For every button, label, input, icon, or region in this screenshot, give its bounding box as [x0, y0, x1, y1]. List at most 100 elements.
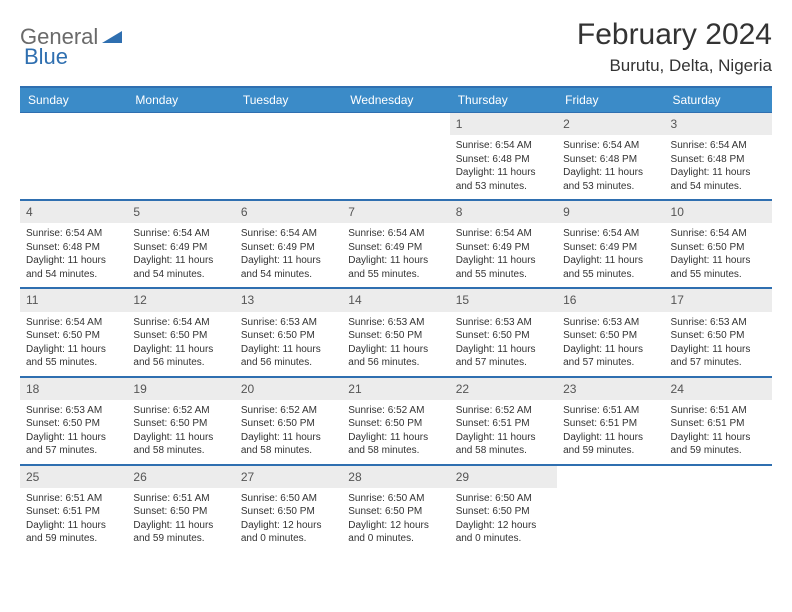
calendar-cell: 3Sunrise: 6:54 AMSunset: 6:48 PMDaylight…	[665, 113, 772, 200]
sunrise-line: Sunrise: 6:54 AM	[241, 227, 336, 241]
daylight-line: Daylight: 11 hours and 55 minutes.	[26, 343, 121, 370]
day-details: Sunrise: 6:54 AMSunset: 6:50 PMDaylight:…	[127, 312, 234, 376]
day-number-empty	[342, 113, 449, 135]
sunrise-line: Sunrise: 6:50 AM	[456, 492, 551, 506]
daylight-line: Daylight: 11 hours and 59 minutes.	[563, 431, 658, 458]
daylight-line: Daylight: 11 hours and 54 minutes.	[133, 254, 228, 281]
daylight-line: Daylight: 11 hours and 58 minutes.	[456, 431, 551, 458]
sunrise-line: Sunrise: 6:51 AM	[563, 404, 658, 418]
calendar-cell: 16Sunrise: 6:53 AMSunset: 6:50 PMDayligh…	[557, 288, 664, 376]
sunset-line: Sunset: 6:50 PM	[671, 329, 766, 343]
day-number: 2	[557, 113, 664, 135]
weekday-header-row: SundayMondayTuesdayWednesdayThursdayFrid…	[20, 88, 772, 113]
sunrise-line: Sunrise: 6:52 AM	[133, 404, 228, 418]
calendar-cell-empty	[20, 113, 127, 200]
sunrise-line: Sunrise: 6:54 AM	[26, 227, 121, 241]
calendar-cell: 23Sunrise: 6:51 AMSunset: 6:51 PMDayligh…	[557, 376, 664, 464]
title-block: February 2024 Burutu, Delta, Nigeria	[577, 18, 772, 76]
weekday-header: Saturday	[665, 88, 772, 113]
daylight-line: Daylight: 11 hours and 57 minutes.	[456, 343, 551, 370]
sunrise-line: Sunrise: 6:54 AM	[26, 316, 121, 330]
calendar-cell: 8Sunrise: 6:54 AMSunset: 6:49 PMDaylight…	[450, 200, 557, 288]
calendar-table: SundayMondayTuesdayWednesdayThursdayFrid…	[20, 88, 772, 552]
day-details: Sunrise: 6:52 AMSunset: 6:51 PMDaylight:…	[450, 400, 557, 464]
weekday-header: Friday	[557, 88, 664, 113]
daylight-line: Daylight: 11 hours and 57 minutes.	[671, 343, 766, 370]
sunset-line: Sunset: 6:50 PM	[456, 329, 551, 343]
sunset-line: Sunset: 6:49 PM	[348, 241, 443, 255]
daylight-line: Daylight: 11 hours and 55 minutes.	[348, 254, 443, 281]
day-details: Sunrise: 6:54 AMSunset: 6:49 PMDaylight:…	[342, 223, 449, 287]
sunrise-line: Sunrise: 6:50 AM	[241, 492, 336, 506]
day-details: Sunrise: 6:51 AMSunset: 6:51 PMDaylight:…	[665, 400, 772, 464]
sunset-line: Sunset: 6:50 PM	[563, 329, 658, 343]
day-number: 24	[665, 377, 772, 400]
header: General February 2024 Burutu, Delta, Nig…	[20, 18, 772, 76]
daylight-line: Daylight: 11 hours and 55 minutes.	[671, 254, 766, 281]
sunset-line: Sunset: 6:50 PM	[133, 505, 228, 519]
calendar-row: 18Sunrise: 6:53 AMSunset: 6:50 PMDayligh…	[20, 376, 772, 464]
sunrise-line: Sunrise: 6:53 AM	[456, 316, 551, 330]
day-number: 7	[342, 200, 449, 223]
daylight-line: Daylight: 11 hours and 56 minutes.	[348, 343, 443, 370]
day-number: 13	[235, 288, 342, 311]
calendar-cell: 5Sunrise: 6:54 AMSunset: 6:49 PMDaylight…	[127, 200, 234, 288]
day-details: Sunrise: 6:53 AMSunset: 6:50 PMDaylight:…	[235, 312, 342, 376]
day-number: 28	[342, 465, 449, 488]
day-details: Sunrise: 6:51 AMSunset: 6:51 PMDaylight:…	[20, 488, 127, 552]
daylight-line: Daylight: 11 hours and 54 minutes.	[26, 254, 121, 281]
calendar-row: 4Sunrise: 6:54 AMSunset: 6:48 PMDaylight…	[20, 200, 772, 288]
sunrise-line: Sunrise: 6:54 AM	[671, 227, 766, 241]
calendar-cell: 25Sunrise: 6:51 AMSunset: 6:51 PMDayligh…	[20, 464, 127, 552]
daylight-line: Daylight: 11 hours and 55 minutes.	[563, 254, 658, 281]
sunrise-line: Sunrise: 6:54 AM	[671, 139, 766, 153]
sunset-line: Sunset: 6:50 PM	[133, 417, 228, 431]
calendar-cell: 19Sunrise: 6:52 AMSunset: 6:50 PMDayligh…	[127, 376, 234, 464]
calendar-cell: 21Sunrise: 6:52 AMSunset: 6:50 PMDayligh…	[342, 376, 449, 464]
daylight-line: Daylight: 11 hours and 57 minutes.	[563, 343, 658, 370]
calendar-row: 25Sunrise: 6:51 AMSunset: 6:51 PMDayligh…	[20, 464, 772, 552]
day-number: 1	[450, 113, 557, 135]
calendar-cell: 7Sunrise: 6:54 AMSunset: 6:49 PMDaylight…	[342, 200, 449, 288]
calendar-cell-empty	[342, 113, 449, 200]
sunset-line: Sunset: 6:49 PM	[456, 241, 551, 255]
calendar-cell: 18Sunrise: 6:53 AMSunset: 6:50 PMDayligh…	[20, 376, 127, 464]
day-details: Sunrise: 6:50 AMSunset: 6:50 PMDaylight:…	[235, 488, 342, 552]
day-number-empty	[665, 465, 772, 488]
sunrise-line: Sunrise: 6:51 AM	[26, 492, 121, 506]
sunset-line: Sunset: 6:50 PM	[26, 417, 121, 431]
day-details: Sunrise: 6:54 AMSunset: 6:50 PMDaylight:…	[20, 312, 127, 376]
daylight-line: Daylight: 12 hours and 0 minutes.	[348, 519, 443, 546]
day-number: 23	[557, 377, 664, 400]
calendar-cell: 27Sunrise: 6:50 AMSunset: 6:50 PMDayligh…	[235, 464, 342, 552]
sunrise-line: Sunrise: 6:54 AM	[348, 227, 443, 241]
sunrise-line: Sunrise: 6:54 AM	[456, 139, 551, 153]
day-number: 3	[665, 113, 772, 135]
calendar-cell: 13Sunrise: 6:53 AMSunset: 6:50 PMDayligh…	[235, 288, 342, 376]
day-details: Sunrise: 6:54 AMSunset: 6:48 PMDaylight:…	[450, 135, 557, 199]
calendar-cell: 9Sunrise: 6:54 AMSunset: 6:49 PMDaylight…	[557, 200, 664, 288]
sunset-line: Sunset: 6:50 PM	[348, 329, 443, 343]
weekday-header: Monday	[127, 88, 234, 113]
day-number-empty	[20, 113, 127, 135]
calendar-cell: 11Sunrise: 6:54 AMSunset: 6:50 PMDayligh…	[20, 288, 127, 376]
daylight-line: Daylight: 11 hours and 56 minutes.	[241, 343, 336, 370]
day-number: 10	[665, 200, 772, 223]
brand-triangle-icon	[102, 27, 122, 48]
sunset-line: Sunset: 6:49 PM	[563, 241, 658, 255]
day-details: Sunrise: 6:52 AMSunset: 6:50 PMDaylight:…	[342, 400, 449, 464]
day-number: 6	[235, 200, 342, 223]
day-details: Sunrise: 6:54 AMSunset: 6:48 PMDaylight:…	[665, 135, 772, 199]
daylight-line: Daylight: 11 hours and 55 minutes.	[456, 254, 551, 281]
day-details: Sunrise: 6:54 AMSunset: 6:49 PMDaylight:…	[557, 223, 664, 287]
day-number: 14	[342, 288, 449, 311]
day-details: Sunrise: 6:54 AMSunset: 6:49 PMDaylight:…	[235, 223, 342, 287]
sunrise-line: Sunrise: 6:53 AM	[241, 316, 336, 330]
weekday-header: Thursday	[450, 88, 557, 113]
calendar-cell: 10Sunrise: 6:54 AMSunset: 6:50 PMDayligh…	[665, 200, 772, 288]
sunrise-line: Sunrise: 6:53 AM	[348, 316, 443, 330]
calendar-cell: 12Sunrise: 6:54 AMSunset: 6:50 PMDayligh…	[127, 288, 234, 376]
sunrise-line: Sunrise: 6:52 AM	[348, 404, 443, 418]
sunrise-line: Sunrise: 6:51 AM	[671, 404, 766, 418]
daylight-line: Daylight: 11 hours and 57 minutes.	[26, 431, 121, 458]
